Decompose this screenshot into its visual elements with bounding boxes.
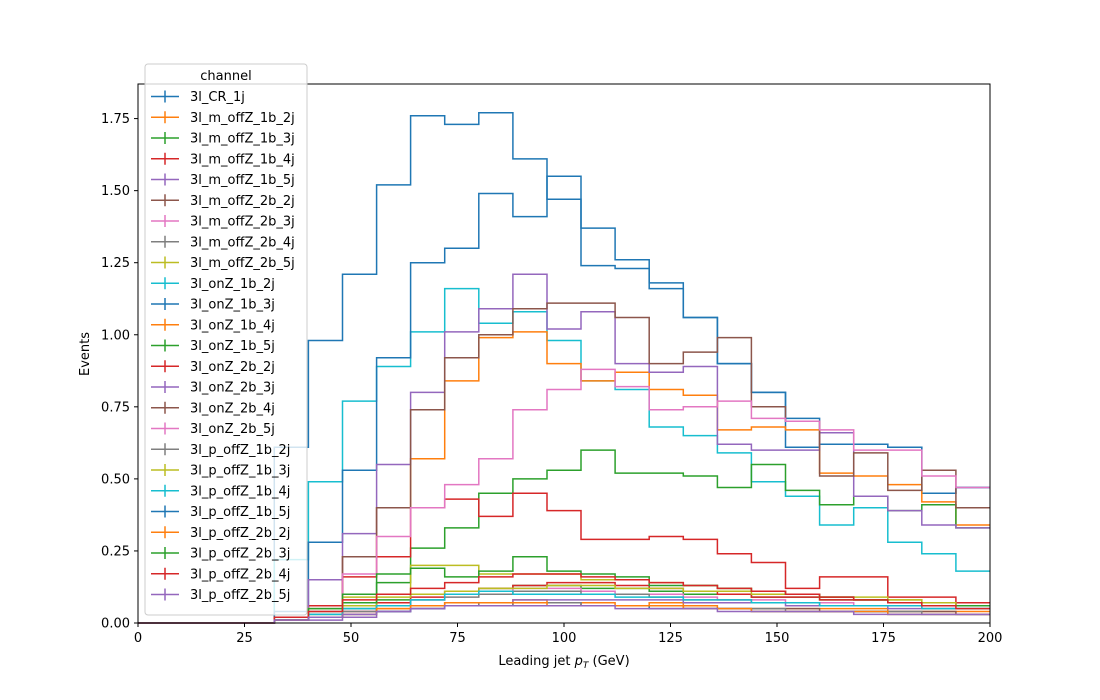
series-line-13	[138, 492, 990, 624]
legend-label: 3l_onZ_1b_3j	[190, 298, 275, 313]
legend-label: 3l_m_offZ_1b_5j	[190, 173, 295, 188]
legend-entry: 3l_onZ_1b_3j	[151, 298, 275, 313]
legend-entry: 3l_p_offZ_1b_4j	[151, 484, 290, 499]
legend-label: 3l_p_offZ_1b_5j	[190, 505, 290, 520]
legend-label: 3l_m_offZ_1b_2j	[190, 111, 295, 126]
legend-label: 3l_m_offZ_2b_2j	[190, 194, 295, 209]
y-tick-label: 0.50	[101, 472, 130, 487]
legend-entry: 3l_onZ_2b_3j	[151, 381, 275, 396]
legend-label: 3l_p_offZ_1b_3j	[190, 464, 290, 479]
x-tick-label: 0	[134, 631, 142, 646]
x-tick-label: 25	[236, 631, 253, 646]
y-tick-label: 1.50	[101, 184, 130, 199]
y-tick-label: 0.75	[101, 400, 130, 415]
legend-entry: 3l_m_offZ_1b_5j	[151, 173, 295, 188]
legend-label: 3l_m_offZ_1b_4j	[190, 152, 295, 167]
legend-entry: 3l_m_offZ_1b_2j	[151, 111, 295, 126]
series-layer	[138, 112, 990, 624]
y-tick-label: 1.00	[101, 328, 130, 343]
legend-label: 3l_onZ_1b_4j	[190, 318, 275, 333]
legend-label: 3l_onZ_2b_5j	[190, 422, 275, 437]
x-tick-label: 200	[978, 631, 1003, 646]
series-line-24	[138, 604, 990, 624]
legend-entry: 3l_onZ_2b_5j	[151, 422, 275, 437]
series-line-23	[138, 573, 990, 624]
legend-entry: 3l_onZ_2b_4j	[151, 401, 275, 416]
y-tick-label: 1.75	[101, 112, 130, 127]
y-axis-title: Events	[78, 332, 93, 376]
x-tick-label: 175	[871, 631, 896, 646]
legend-entry: 3l_onZ_2b_2j	[151, 360, 275, 375]
legend-label: 3l_onZ_2b_2j	[190, 360, 275, 375]
legend: channel 3l_CR_1j 3l_m_offZ_1b_2j 3l_m_offZ…	[144, 63, 308, 616]
legend-entry: 3l_p_offZ_1b_2j	[151, 443, 290, 458]
x-axis-title: Leading jet pT (GeV)	[498, 654, 629, 671]
x-tick-label: 100	[552, 631, 577, 646]
x-tick-label: 125	[658, 631, 683, 646]
legend-entry: 3l_p_offZ_1b_3j	[151, 464, 290, 479]
legend-entry: 3l_m_offZ_2b_3j	[151, 215, 295, 230]
y-axis: 0.00 0.25 0.50 0.75 1.00 1.25 1.50 1.75	[101, 112, 138, 632]
legend-label: 3l_m_offZ_2b_5j	[190, 256, 295, 271]
legend-label: 3l_p_offZ_2b_2j	[190, 526, 290, 541]
x-tick-label: 50	[343, 631, 360, 646]
legend-entry: 3l_onZ_1b_4j	[151, 318, 275, 333]
x-tick-label: 75	[449, 631, 466, 646]
legend-label: 3l_onZ_2b_4j	[190, 401, 275, 416]
y-tick-label: 0.00	[101, 617, 130, 632]
legend-label: 3l_p_offZ_1b_4j	[190, 484, 290, 499]
legend-label: 3l_onZ_1b_2j	[190, 277, 275, 292]
legend-label: 3l_m_offZ_1b_3j	[190, 132, 295, 147]
legend-entry: 3l_onZ_1b_2j	[151, 277, 275, 292]
legend-box	[144, 63, 308, 616]
legend-entry: 3l_p_offZ_2b_5j	[151, 588, 290, 603]
x-tick-label: 150	[765, 631, 790, 646]
legend-entry: 3l_p_offZ_1b_5j	[151, 505, 290, 520]
legend-entry: 3l_p_offZ_2b_4j	[151, 567, 290, 582]
legend-label: 3l_CR_1j	[190, 90, 245, 105]
legend-entry: 3l_p_offZ_2b_2j	[151, 526, 290, 541]
legend-label: 3l_p_offZ_2b_3j	[190, 547, 290, 562]
legend-entry: 3l_m_offZ_2b_4j	[151, 235, 295, 250]
legend-label: 3l_p_offZ_2b_4j	[190, 567, 290, 582]
legend-entry: 3l_CR_1j	[151, 90, 245, 105]
legend-label: 3l_p_offZ_1b_2j	[190, 443, 290, 458]
legend-entry: 3l_m_offZ_1b_4j	[151, 152, 295, 167]
legend-label: 3l_onZ_1b_5j	[190, 339, 275, 354]
legend-entry: 3l_p_offZ_2b_3j	[151, 547, 290, 562]
legend-label: 3l_m_offZ_2b_3j	[190, 215, 295, 230]
x-axis: 0 25 50 75 100 125 150 175 200	[134, 623, 1003, 646]
legend-entry: 3l_m_offZ_1b_3j	[151, 132, 295, 147]
legend-label: 3l_m_offZ_2b_4j	[190, 235, 295, 250]
legend-title: channel	[200, 69, 251, 84]
y-tick-label: 0.25	[101, 544, 130, 559]
legend-label: 3l_onZ_2b_3j	[190, 381, 275, 396]
y-tick-label: 1.25	[101, 256, 130, 271]
legend-entry: 3l_m_offZ_2b_2j	[151, 194, 295, 209]
series-line-10	[138, 175, 990, 624]
legend-entry: 3l_onZ_1b_5j	[151, 339, 275, 354]
legend-entry: 3l_m_offZ_2b_5j	[151, 256, 295, 271]
legend-label: 3l_p_offZ_2b_5j	[190, 588, 290, 603]
